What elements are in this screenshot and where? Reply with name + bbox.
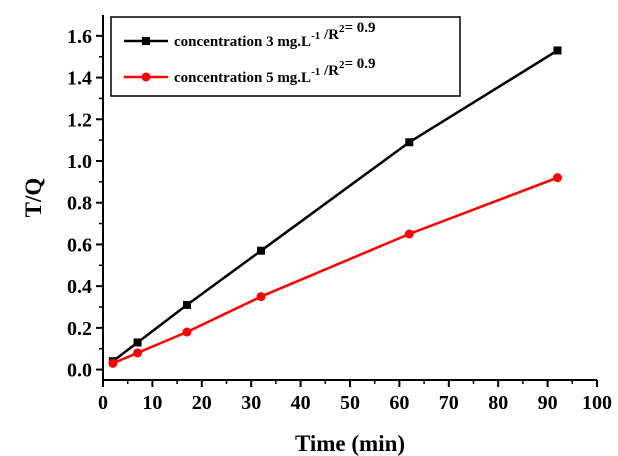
series-line	[112, 49, 559, 363]
data-point	[405, 138, 414, 147]
series-line	[112, 176, 558, 365]
x-axis-title: Time (min)	[295, 431, 405, 456]
data-point	[182, 300, 191, 309]
x-tick-label: 10	[142, 392, 162, 414]
data-point	[133, 348, 143, 358]
y-axis-title: T/Q	[21, 178, 46, 218]
plot-area	[108, 46, 562, 368]
x-tick-label: 30	[241, 392, 261, 414]
legend: concentration 3 mg.L-1 /R2= 0.9 concentra…	[110, 16, 461, 97]
y-tick-label: 0.4	[67, 276, 92, 298]
x-tick-label: 40	[291, 392, 311, 414]
data-point	[552, 173, 562, 183]
legend-label: concentration 3 mg.L-1 /R2= 0.9	[174, 20, 376, 50]
legend-box	[110, 16, 461, 97]
y-tick-label: 0.6	[67, 234, 92, 256]
legend-marker	[142, 37, 150, 45]
y-tick-label: 1.2	[67, 109, 92, 131]
data-point	[256, 292, 266, 302]
legend-label: concentration 5 mg.L-1 /R2= 0.9	[174, 56, 376, 86]
axes: 0 10 20 30 40 50 60 70 80 90 100 0.0 0.2 0.4 0.6 0.8 1.0…	[67, 15, 612, 414]
legend-marker	[141, 72, 151, 82]
data-point	[182, 327, 192, 337]
x-tick-label: 70	[439, 392, 459, 414]
x-tick-label: 20	[192, 392, 212, 414]
x-tick-label: 0	[98, 392, 108, 414]
x-tick-label: 50	[340, 392, 360, 414]
data-point	[553, 46, 562, 55]
x-tick-label: 100	[582, 392, 612, 414]
x-tick-label: 80	[488, 392, 508, 414]
y-tick-label: 0.8	[67, 193, 92, 215]
y-tick-label: 1.0	[67, 151, 92, 173]
y-tick-label: 0.0	[67, 360, 92, 382]
y-tick-label: 1.4	[67, 68, 92, 90]
data-point	[257, 246, 266, 255]
x-tick-label: 60	[389, 392, 409, 414]
y-tick-label: 0.2	[67, 318, 92, 340]
data-point	[404, 229, 414, 239]
x-tick-label: 90	[538, 392, 558, 414]
data-point	[108, 358, 118, 368]
data-point	[133, 338, 142, 347]
y-tick-label: 1.6	[67, 26, 92, 48]
